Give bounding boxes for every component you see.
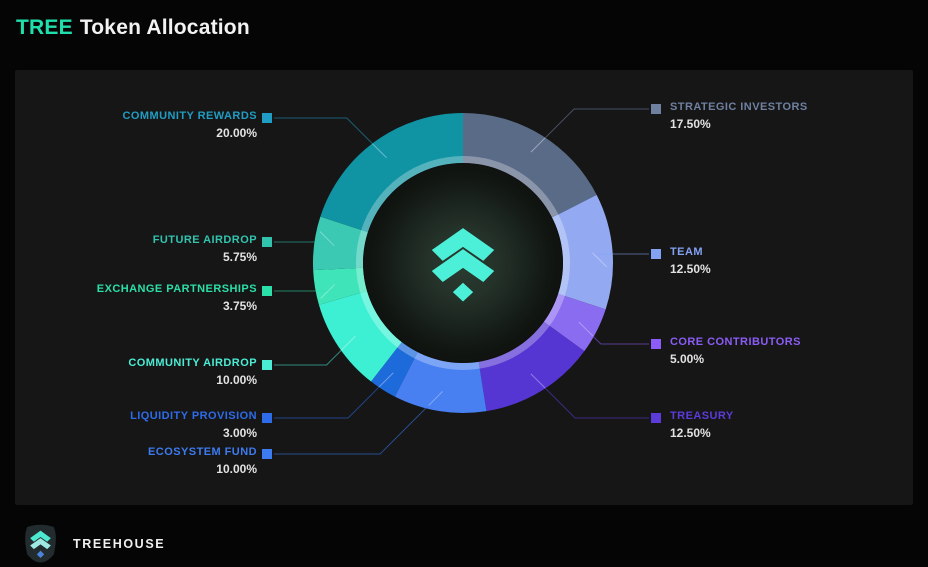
- leader-line-future-airdrop: [274, 241, 335, 247]
- page-title-brand: TREE: [16, 16, 73, 39]
- segment-callout-future-airdrop: FUTURE AIRDROP 5.75%: [153, 234, 257, 264]
- segment-callout-treasury: TREASURY 12.50%: [670, 410, 734, 440]
- segment-rim-strategic-investors: [463, 156, 559, 218]
- segment-value: 12.50%: [670, 262, 711, 276]
- segment-community-airdrop: [318, 290, 402, 382]
- segment-treasury: [478, 321, 585, 412]
- token-allocation-panel: STRATEGIC INVESTORS 17.50% TEAM 12.50% CORE …: [15, 70, 913, 505]
- segment-rim-team: [552, 214, 571, 297]
- page-title-rest: Token Allocation: [79, 16, 250, 39]
- segment-callout-community-airdrop: COMMUNITY AIRDROP 10.00%: [128, 357, 257, 387]
- segment-callout-core-contributors: CORE CONTRIBUTORS 5.00%: [670, 336, 801, 366]
- segment-value: 10.00%: [216, 462, 257, 476]
- segment-value: 17.50%: [670, 117, 711, 131]
- token-allocation-donut-chart: [274, 108, 649, 455]
- segment-label: COMMUNITY REWARDS: [122, 110, 257, 122]
- leader-tick-community-airdrop: [340, 335, 356, 351]
- segment-rim-future-airdrop: [356, 229, 368, 269]
- segment-rim-treasury: [478, 321, 550, 369]
- legend-swatch-team: [651, 249, 661, 259]
- segment-callout-liquidity-provision: LIQUIDITY PROVISION 3.00%: [130, 410, 257, 440]
- leader-line-liquidity-provision: [274, 372, 394, 419]
- segment-rim-liquidity-provision: [397, 342, 418, 359]
- segment-rim-community-airdrop: [360, 290, 402, 348]
- leader-tick-treasury: [530, 373, 546, 389]
- segment-label: LIQUIDITY PROVISION: [130, 410, 257, 422]
- segment-strategic-investors: [463, 113, 597, 218]
- segment-value: 5.00%: [670, 352, 705, 366]
- treehouse-chevrons-icon: [431, 228, 495, 302]
- legend-swatch-exchange-partnerships: [262, 286, 272, 296]
- footer-brand: TREEHOUSE: [22, 524, 165, 564]
- leader-tick-exchange-partnerships: [320, 283, 336, 299]
- leader-line-core-contributors: [578, 321, 649, 345]
- leader-tick-liquidity-provision: [378, 372, 394, 388]
- segment-callout-team: TEAM 12.50%: [670, 246, 711, 276]
- leader-line-community-airdrop: [274, 335, 356, 366]
- leader-line-exchange-partnerships: [274, 283, 336, 292]
- footer-brand-name: TREEHOUSE: [73, 537, 166, 551]
- segment-rim-core-contributors: [543, 293, 565, 326]
- segment-value: 3.75%: [222, 299, 257, 313]
- legend-swatch-future-airdrop: [262, 237, 272, 247]
- segment-value: 5.75%: [222, 250, 257, 264]
- segment-rim-ecosystem-fund: [414, 352, 480, 370]
- legend-swatch-community-airdrop: [262, 360, 272, 370]
- segment-rim-exchange-partnerships: [356, 267, 367, 293]
- segment-label: TEAM: [670, 246, 703, 258]
- segment-callout-ecosystem-fund: ECOSYSTEM FUND 10.00%: [148, 446, 257, 476]
- legend-swatch-ecosystem-fund: [262, 449, 272, 459]
- segment-label: EXCHANGE PARTNERSHIPS: [96, 283, 257, 295]
- segment-callout-strategic-investors: STRATEGIC INVESTORS 17.50%: [670, 101, 808, 131]
- leader-tick-ecosystem-fund: [428, 391, 444, 406]
- segment-label: COMMUNITY AIRDROP: [128, 357, 257, 369]
- leader-line-ecosystem-fund: [274, 391, 444, 455]
- segment-label: TREASURY: [670, 410, 734, 422]
- segment-callout-exchange-partnerships: EXCHANGE PARTNERSHIPS 3.75%: [97, 283, 257, 313]
- segment-label: FUTURE AIRDROP: [152, 234, 257, 246]
- leader-line-team: [592, 252, 649, 255]
- segment-value: 20.00%: [216, 126, 257, 140]
- segment-future-airdrop: [312, 216, 368, 271]
- treehouse-logo-icon: [25, 524, 56, 563]
- segment-value: 10.00%: [216, 373, 257, 387]
- leader-tick-community-rewards: [372, 143, 387, 159]
- segment-value: 12.50%: [670, 426, 711, 440]
- segment-community-rewards: [320, 113, 463, 233]
- leader-tick-strategic-investors: [530, 137, 546, 153]
- segment-label: CORE CONTRIBUTORS: [670, 336, 801, 348]
- segment-label: STRATEGIC INVESTORS: [670, 101, 808, 113]
- leader-line-strategic-investors: [530, 108, 649, 153]
- leader-line-community-rewards: [274, 117, 387, 159]
- page-title: TREE Token Allocation: [16, 16, 250, 40]
- legend-swatch-core-contributors: [651, 339, 661, 349]
- leader-tick-core-contributors: [578, 321, 594, 337]
- leader-tick-team: [592, 252, 608, 268]
- legend-swatch-liquidity-provision: [262, 413, 272, 423]
- segment-rim-community-rewards: [361, 156, 463, 233]
- legend-swatch-strategic-investors: [651, 104, 661, 114]
- segment-exchange-partnerships: [313, 267, 367, 305]
- leader-line-treasury: [530, 373, 649, 419]
- legend-swatch-community-rewards: [262, 113, 272, 123]
- segment-value: 3.00%: [222, 426, 257, 440]
- segment-callout-community-rewards: COMMUNITY REWARDS 20.00%: [122, 110, 257, 140]
- legend-swatch-treasury: [651, 413, 661, 423]
- leader-tick-future-airdrop: [319, 231, 335, 247]
- segment-label: ECOSYSTEM FUND: [148, 446, 257, 458]
